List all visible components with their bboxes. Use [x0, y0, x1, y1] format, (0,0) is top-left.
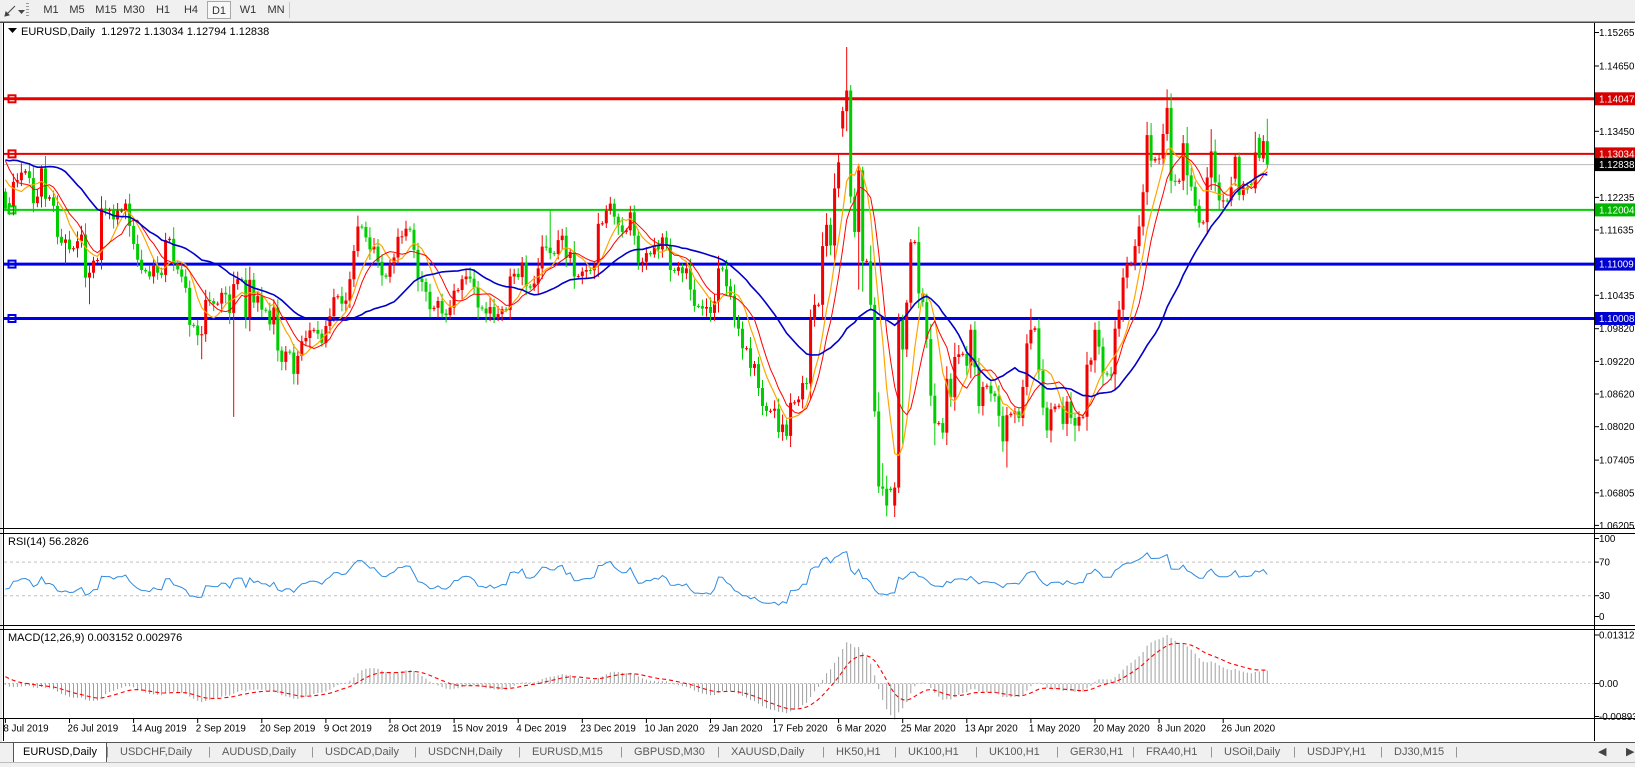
svg-text:1.12235: 1.12235 — [1599, 193, 1635, 204]
svg-text:0.01312: 0.01312 — [1599, 631, 1634, 642]
svg-text:1.12004: 1.12004 — [1599, 205, 1635, 216]
svg-text:EURUSD,Daily 1.12972 1.13034: EURUSD,Daily 1.12972 1.13034 1.12794 1.1… — [21, 26, 269, 38]
svg-text:1.11635: 1.11635 — [1599, 226, 1634, 237]
svg-text:1.14650: 1.14650 — [1599, 62, 1635, 73]
svg-text:17 Feb 2020: 17 Feb 2020 — [773, 724, 829, 735]
svg-text:10 Jan 2020: 10 Jan 2020 — [644, 724, 698, 735]
svg-text:-0.00893: -0.00893 — [1599, 712, 1635, 723]
svg-text:8 Jul 2019: 8 Jul 2019 — [3, 724, 48, 735]
svg-text:1.07405: 1.07405 — [1599, 456, 1635, 467]
svg-text:9 Oct 2019: 9 Oct 2019 — [324, 724, 372, 735]
svg-text:1.11009: 1.11009 — [1599, 260, 1634, 271]
svg-text:28 Oct 2019: 28 Oct 2019 — [388, 724, 441, 735]
svg-text:1.10435: 1.10435 — [1599, 291, 1635, 302]
svg-text:1.08620: 1.08620 — [1599, 390, 1635, 401]
svg-text:8 Jun 2020: 8 Jun 2020 — [1157, 724, 1206, 735]
svg-text:25 Mar 2020: 25 Mar 2020 — [901, 724, 957, 735]
svg-text:1.13034: 1.13034 — [1599, 149, 1635, 160]
svg-text:1.10008: 1.10008 — [1599, 314, 1635, 325]
svg-text:RSI(14) 56.2826: RSI(14) 56.2826 — [8, 536, 89, 548]
svg-text:1.12838: 1.12838 — [1599, 160, 1635, 171]
svg-text:30: 30 — [1599, 591, 1610, 602]
svg-text:1.09820: 1.09820 — [1599, 324, 1635, 335]
svg-text:20 Sep 2019: 20 Sep 2019 — [260, 724, 316, 735]
svg-text:100: 100 — [1599, 534, 1616, 545]
svg-text:1 May 2020: 1 May 2020 — [1029, 724, 1081, 735]
svg-text:14 Aug 2019: 14 Aug 2019 — [132, 724, 187, 735]
svg-text:1.06205: 1.06205 — [1599, 521, 1635, 532]
svg-text:23 Dec 2019: 23 Dec 2019 — [580, 724, 636, 735]
svg-text:MACD(12,26,9) 0.003152 0.00297: MACD(12,26,9) 0.003152 0.002976 — [8, 632, 182, 644]
svg-text:15 Nov 2019: 15 Nov 2019 — [452, 724, 508, 735]
svg-text:2 Sep 2019: 2 Sep 2019 — [196, 724, 246, 735]
svg-text:0.00: 0.00 — [1599, 679, 1619, 690]
svg-text:26 Jun 2020: 26 Jun 2020 — [1221, 724, 1275, 735]
svg-text:1.14047: 1.14047 — [1599, 94, 1634, 105]
svg-text:70: 70 — [1599, 558, 1610, 569]
svg-text:20 May 2020: 20 May 2020 — [1093, 724, 1150, 735]
svg-text:0: 0 — [1599, 612, 1605, 623]
svg-text:1.13450: 1.13450 — [1599, 127, 1635, 138]
svg-text:1.06805: 1.06805 — [1599, 488, 1635, 499]
svg-text:29 Jan 2020: 29 Jan 2020 — [709, 724, 763, 735]
svg-text:1.09220: 1.09220 — [1599, 357, 1635, 368]
svg-text:4 Dec 2019: 4 Dec 2019 — [516, 724, 566, 735]
svg-text:1.15265: 1.15265 — [1599, 28, 1635, 39]
svg-text:13 Apr 2020: 13 Apr 2020 — [965, 724, 1018, 735]
svg-text:1.08020: 1.08020 — [1599, 422, 1635, 433]
svg-text:26 Jul 2019: 26 Jul 2019 — [68, 724, 119, 735]
svg-text:6 Mar 2020: 6 Mar 2020 — [837, 724, 887, 735]
